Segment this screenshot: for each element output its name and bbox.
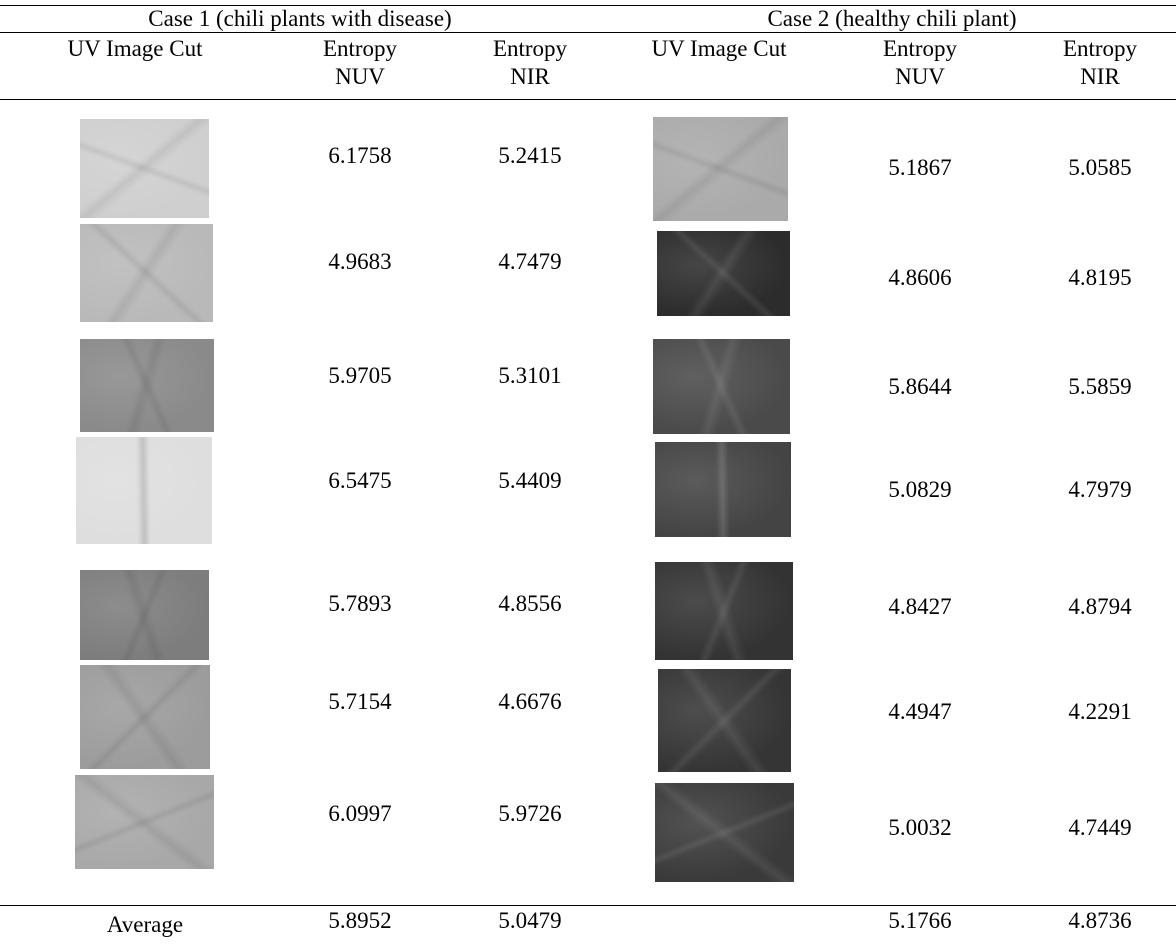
header-uv-image-cut: UV Image Cut (651, 36, 787, 61)
case1-entropy-nir-cell: 4.7479 (498, 249, 562, 274)
case2-entropy-nuv-cell: 5.8644 (888, 374, 952, 399)
case2-entropy-nuv-cell: 4.8427 (888, 594, 952, 619)
case2-entropy-nir-cell: 4.7449 (1068, 815, 1132, 840)
average-label: Average (106, 912, 184, 937)
case1-uv-image-cut-7 (75, 775, 214, 869)
case1-uv-image-cut-3 (80, 339, 214, 432)
case1-entropy-nuv-cell: 6.1758 (328, 143, 392, 168)
case2-uv-image-cut-7 (655, 783, 794, 882)
average-case2-nir: 4.8736 (1068, 908, 1132, 933)
header-entropy: Entropy (322, 36, 398, 61)
header-uv-image-cut: UV Image Cut (67, 36, 203, 61)
header-nir: NIR (1080, 64, 1120, 89)
case2-uv-image-cut-5 (655, 562, 793, 660)
case1-entropy-nir-cell: 4.8556 (498, 591, 562, 616)
case1-title: Case 1 (chili plants with disease) (148, 6, 452, 31)
average-case2-nuv: 5.1766 (888, 908, 952, 933)
case1-entropy-nuv-cell: 6.0997 (328, 801, 392, 826)
header-rule (0, 32, 1176, 33)
case1-entropy-nuv-cell: 5.7893 (328, 591, 392, 616)
case2-entropy-nuv-cell: 4.8606 (888, 265, 952, 290)
case2-entropy-nir-cell: 4.7979 (1068, 477, 1132, 502)
case1-entropy-nir-cell: 5.3101 (498, 363, 562, 388)
header-entropy: Entropy (492, 36, 568, 61)
case1-entropy-nir-cell: 5.4409 (498, 468, 562, 493)
case2-entropy-nuv-cell: 4.4947 (888, 699, 952, 724)
case1-uv-image-cut-1 (80, 119, 209, 218)
case2-uv-image-cut-6 (658, 669, 791, 772)
case2-entropy-nir-cell: 4.8794 (1068, 594, 1132, 619)
header-nuv: NUV (335, 64, 385, 89)
case1-entropy-nir-cell: 4.6676 (498, 689, 562, 714)
average-rule (0, 905, 1176, 906)
average-case1-nir: 5.0479 (498, 908, 562, 933)
case1-uv-image-cut-4 (76, 437, 212, 544)
header-nuv: NUV (895, 64, 945, 89)
case2-entropy-nuv-cell: 5.1867 (888, 155, 952, 180)
top-rule (0, 5, 1176, 6)
case2-uv-image-cut-1 (653, 117, 788, 221)
header-nir: NIR (510, 64, 550, 89)
case2-entropy-nir-cell: 5.0585 (1068, 155, 1132, 180)
header-entropy: Entropy (882, 36, 958, 61)
case1-entropy-nir-cell: 5.9726 (498, 801, 562, 826)
case1-entropy-nir-cell: 5.2415 (498, 143, 562, 168)
case1-uv-image-cut-5 (80, 570, 209, 660)
average-case1-nuv: 5.8952 (328, 908, 392, 933)
case1-entropy-nuv-cell: 5.7154 (328, 689, 392, 714)
case1-entropy-nuv-cell: 5.9705 (328, 363, 392, 388)
header-entropy: Entropy (1062, 36, 1138, 61)
case2-title: Case 2 (healthy chili plant) (767, 6, 1017, 31)
case2-entropy-nir-cell: 4.2291 (1068, 699, 1132, 724)
case1-uv-image-cut-2 (80, 224, 213, 322)
case2-entropy-nir-cell: 5.5859 (1068, 374, 1132, 399)
case1-entropy-nuv-cell: 6.5475 (328, 468, 392, 493)
case1-entropy-nuv-cell: 4.9683 (328, 249, 392, 274)
case2-uv-image-cut-2 (657, 231, 790, 316)
case2-uv-image-cut-3 (653, 339, 790, 434)
case2-entropy-nuv-cell: 5.0032 (888, 815, 952, 840)
case2-entropy-nir-cell: 4.8195 (1068, 265, 1132, 290)
header-bottom-rule (0, 99, 1176, 100)
case2-uv-image-cut-4 (655, 442, 791, 537)
case2-entropy-nuv-cell: 5.0829 (888, 477, 952, 502)
case1-uv-image-cut-6 (80, 665, 210, 769)
